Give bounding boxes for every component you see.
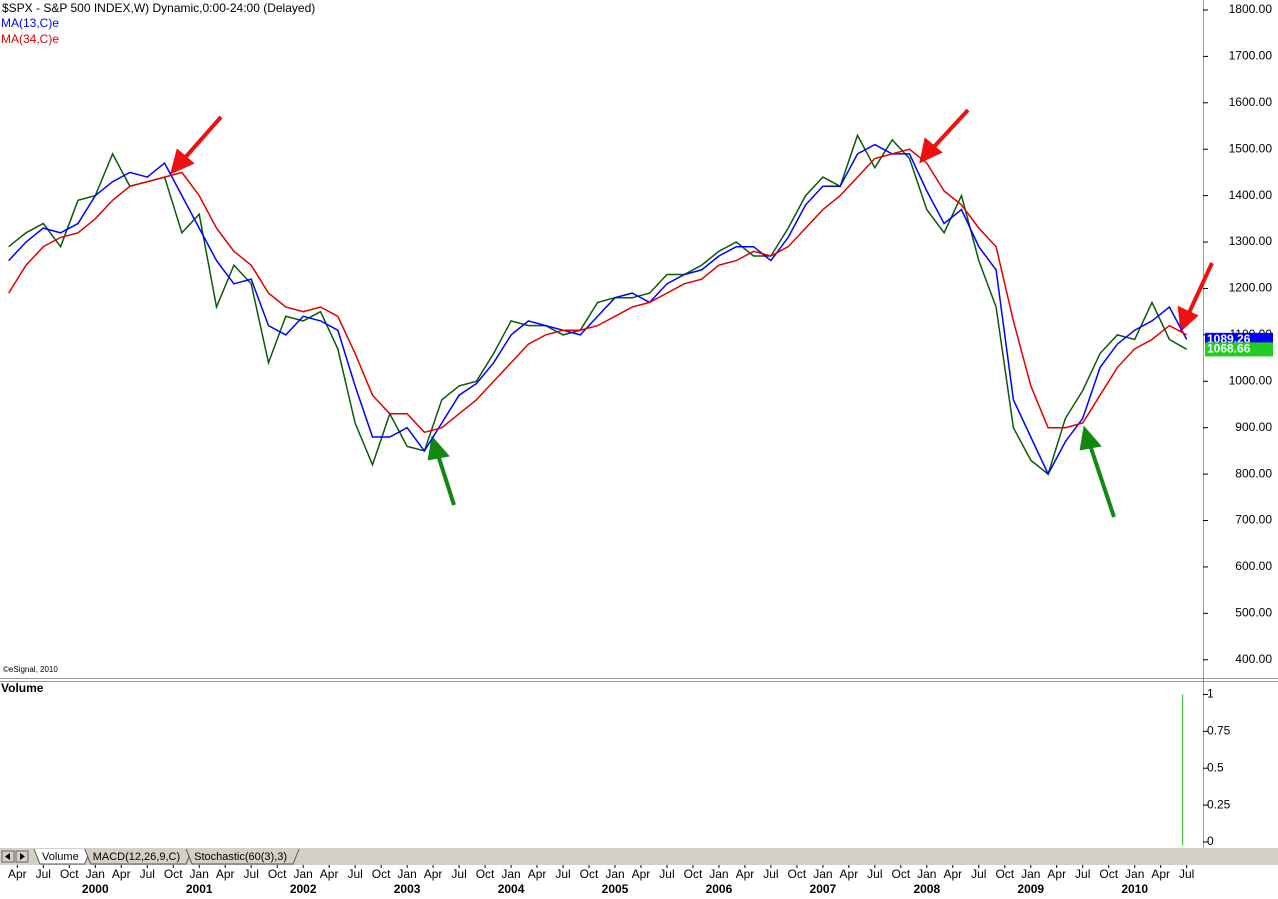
price-line xyxy=(8,133,1188,476)
x-tick-label: Apr xyxy=(320,867,339,881)
y-tick-label: 1400.00 xyxy=(1229,188,1273,202)
x-year-label: 2005 xyxy=(602,882,629,896)
y-tick-label: 400.00 xyxy=(1235,652,1272,666)
tab-label[interactable]: Volume xyxy=(42,851,79,863)
x-year-label: 2004 xyxy=(498,882,525,896)
volume-tick-label: 0.75 xyxy=(1207,723,1231,737)
x-tick-label: Jan xyxy=(813,867,832,881)
x-tick-label: Oct xyxy=(268,867,287,881)
y-tick-label: 1000.00 xyxy=(1229,373,1273,387)
y-tick-label: 1800.00 xyxy=(1229,2,1273,16)
x-axis-area xyxy=(0,865,1278,899)
moving-average-line xyxy=(8,148,1188,434)
scroll-left-icon xyxy=(5,853,10,860)
x-tick-label: Jul xyxy=(36,867,51,881)
y-tick-label: 1200.00 xyxy=(1229,281,1273,295)
copyright: ©eSignal, 2010 xyxy=(3,665,58,674)
tab-label[interactable]: MACD(12,26,9,C) xyxy=(93,851,180,863)
x-tick-label: Jan xyxy=(293,867,312,881)
x-tick-label: Apr xyxy=(528,867,547,881)
x-tick-label: Jul xyxy=(555,867,570,881)
x-year-label: 2001 xyxy=(186,882,213,896)
moving-average-line xyxy=(8,143,1188,476)
x-year-label: 2007 xyxy=(810,882,837,896)
x-tick-label: Jan xyxy=(1021,867,1040,881)
x-tick-label: Jan xyxy=(397,867,416,881)
x-tick-label: Oct xyxy=(684,867,703,881)
y-tick-label: 700.00 xyxy=(1235,513,1272,527)
y-tick-label: 1700.00 xyxy=(1229,49,1273,63)
x-tick-label: Jul xyxy=(867,867,882,881)
x-tick-label: Oct xyxy=(891,867,910,881)
x-tick-label: Jul xyxy=(763,867,778,881)
x-tick-label: Jan xyxy=(501,867,520,881)
x-tick-label: Apr xyxy=(1047,867,1066,881)
x-year-label: 2002 xyxy=(290,882,317,896)
x-tick-label: Jan xyxy=(917,867,936,881)
x-year-label: 2000 xyxy=(82,882,109,896)
x-tick-label: Oct xyxy=(164,867,183,881)
y-tick-label: 500.00 xyxy=(1235,606,1272,620)
x-tick-label: Oct xyxy=(580,867,599,881)
x-tick-label: Jan xyxy=(605,867,624,881)
y-tick-label: 800.00 xyxy=(1235,466,1272,480)
x-tick-label: Oct xyxy=(476,867,495,881)
tab[interactable] xyxy=(185,848,300,865)
x-tick-label: Jul xyxy=(140,867,155,881)
x-tick-label: Jan xyxy=(709,867,728,881)
last-value-box xyxy=(1205,342,1273,357)
y-tick-label: 1500.00 xyxy=(1229,141,1273,155)
y-tick-label: 900.00 xyxy=(1235,420,1272,434)
x-tick-label: Apr xyxy=(1151,867,1170,881)
x-tick-label: Oct xyxy=(60,867,79,881)
x-tick-label: Jul xyxy=(347,867,362,881)
x-tick-label: Jul xyxy=(659,867,674,881)
x-tick-label: Jan xyxy=(190,867,209,881)
x-tick-label: Jul xyxy=(244,867,259,881)
x-tick-label: Oct xyxy=(788,867,807,881)
x-tick-label: Oct xyxy=(372,867,391,881)
x-tick-label: Jul xyxy=(971,867,986,881)
x-tick-label: Jan xyxy=(86,867,105,881)
legend-entry: MA(13,C)e xyxy=(1,16,59,30)
volume-tick-label: 0.25 xyxy=(1207,797,1231,811)
volume-title: Volume xyxy=(1,681,44,695)
x-tick-label: Jan xyxy=(1125,867,1144,881)
last-value-label: 1068.66 xyxy=(1207,342,1251,356)
y-tick-label: 600.00 xyxy=(1235,559,1272,573)
annotation-arrows xyxy=(170,108,1214,518)
chart-title: $SPX - S&P 500 INDEX,W) Dynamic,0:00-24:… xyxy=(2,1,315,15)
x-tick-label: Apr xyxy=(840,867,859,881)
volume-tick-label: 1 xyxy=(1207,687,1214,701)
x-tick-label: Oct xyxy=(995,867,1014,881)
y-tick-label: 1300.00 xyxy=(1229,234,1273,248)
x-tick-label: Apr xyxy=(112,867,131,881)
x-year-label: 2008 xyxy=(913,882,940,896)
x-year-label: 2010 xyxy=(1121,882,1148,896)
tabs: Volume MACD(12,26,9,C) Stochastic(60(3),3) xyxy=(33,848,300,865)
x-tick-label: Jul xyxy=(451,867,466,881)
x-tick-label: Apr xyxy=(632,867,651,881)
x-tick-label: Apr xyxy=(943,867,962,881)
scroll-right-icon xyxy=(20,853,25,860)
y-tick-label: 1600.00 xyxy=(1229,95,1273,109)
x-tick-label: Jul xyxy=(1179,867,1194,881)
x-tick-label: Jul xyxy=(1075,867,1090,881)
x-tick-label: Oct xyxy=(1099,867,1118,881)
legend-entry: MA(34,C)e xyxy=(1,32,59,46)
x-year-label: 2009 xyxy=(1017,882,1044,896)
x-year-label: 2006 xyxy=(706,882,733,896)
volume-tick-label: 0 xyxy=(1207,834,1214,848)
tab-label[interactable]: Stochastic(60(3),3) xyxy=(194,851,287,863)
x-year-label: 2003 xyxy=(394,882,421,896)
x-tick-label: Apr xyxy=(424,867,443,881)
x-tick-label: Apr xyxy=(736,867,755,881)
x-tick-label: Apr xyxy=(8,867,27,881)
volume-tick-label: 0.5 xyxy=(1207,760,1224,774)
tab-bar xyxy=(0,848,1278,865)
x-tick-label: Apr xyxy=(216,867,235,881)
